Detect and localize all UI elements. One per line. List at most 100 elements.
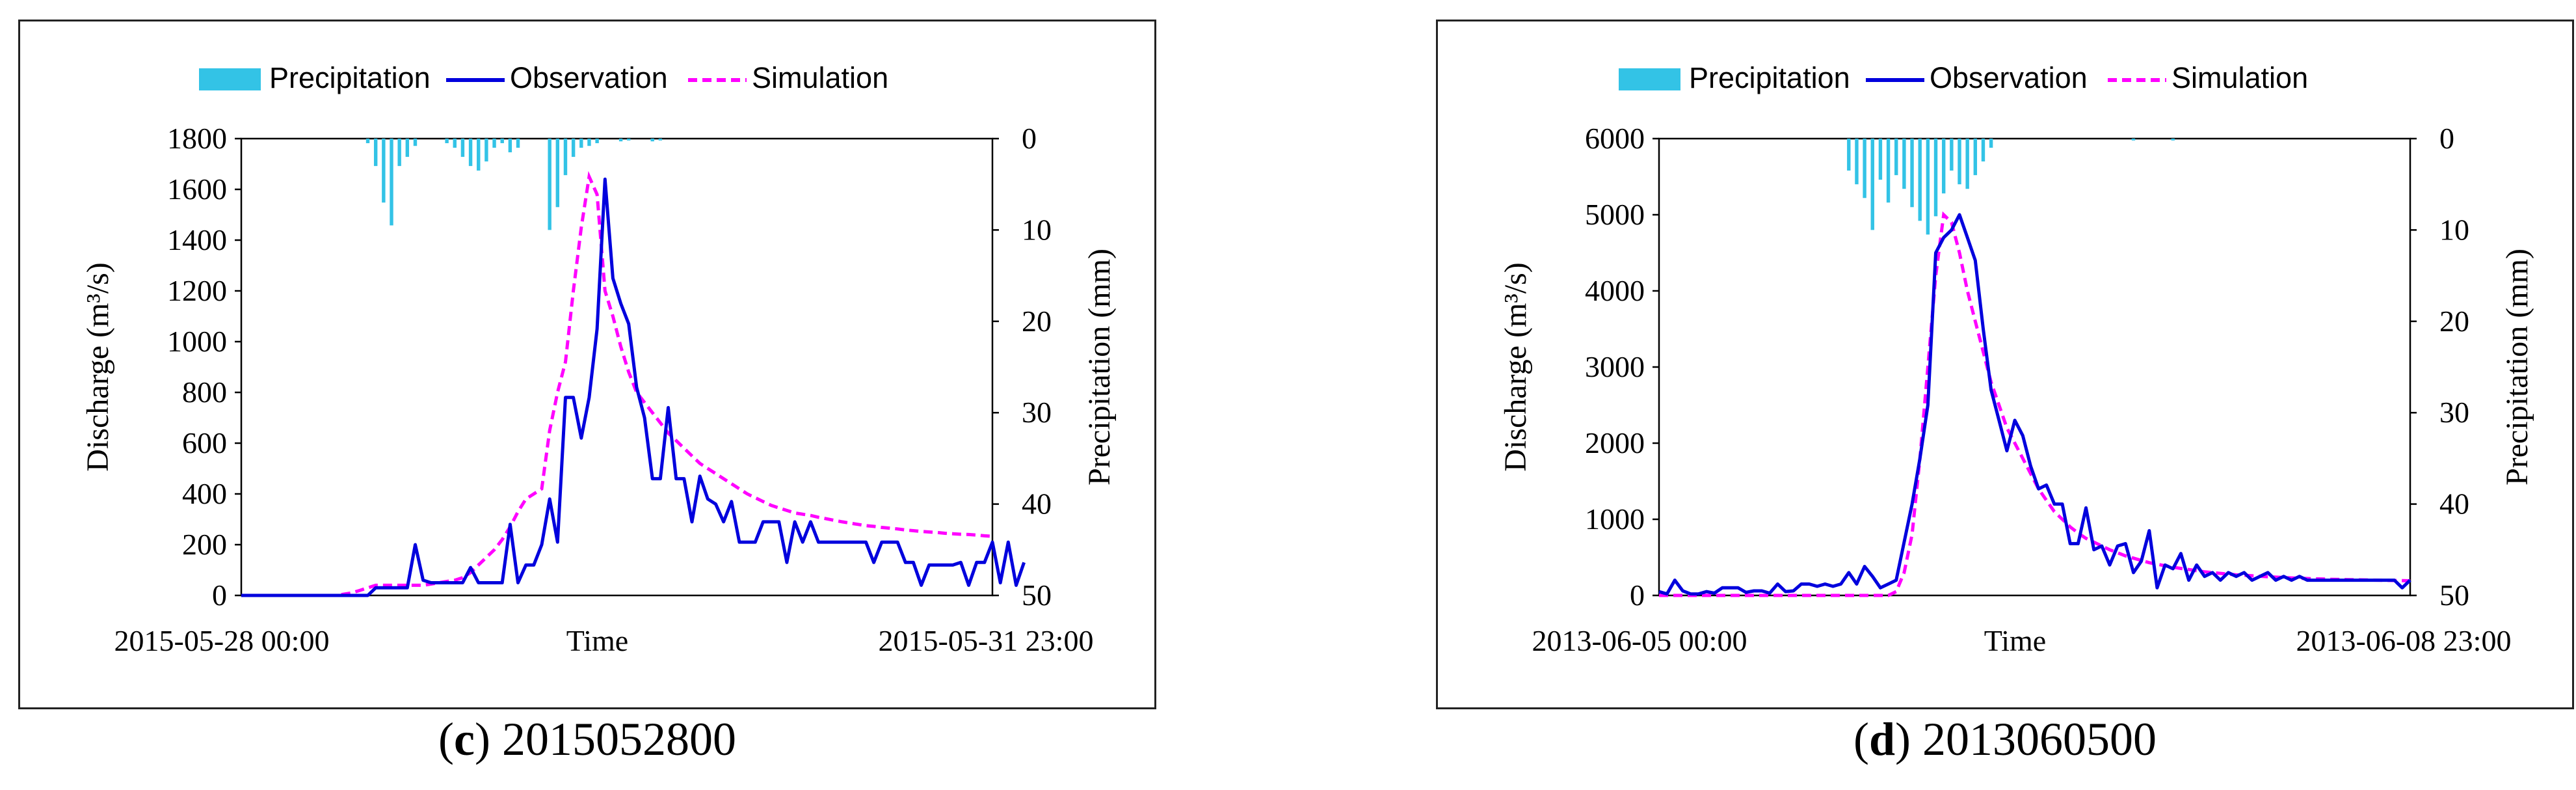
precipitation-bar [1958,139,1961,185]
precipitation-bar [1981,139,1985,162]
observation-line [1658,213,2411,596]
plot-frame [1658,137,2411,597]
precipitation-bar [1933,139,1938,217]
x-start-label: 2013-06-05 00:00 [1532,624,1747,657]
x-end-label: 2013-06-08 23:00 [2296,624,2512,657]
precipitation-bar [1870,139,1874,230]
precipitation-bar [365,139,370,144]
simulation-line [241,170,993,597]
precipitation-bar [453,139,457,148]
x-start-label: 2015-05-28 00:00 [114,624,330,657]
precipitation-bar [658,139,663,141]
y-right-tick-label: 40 [1022,487,1052,521]
caption-c-letter: c [454,713,475,765]
precipitation-bar [468,139,473,167]
precipitation-bar [1989,139,1993,148]
chart-d-svg: Precipitation Observation Simulation 0 1000 2… [1498,61,2534,657]
precipitation-bar [587,139,591,146]
precipitation-bar [1863,139,1866,198]
caption-d-letter: d [1868,713,1896,765]
precipitation-bar [413,139,418,146]
y-tick-label: 600 [182,426,227,459]
y-tick-label: 6000 [1585,122,1645,155]
y-tick-label: 4000 [1585,274,1645,307]
precipitation-bar [1894,139,1898,176]
legend-simulation-label: Simulation [2171,61,2308,94]
caption-d: (d) 2013060500 [1853,713,2157,765]
x-axis-title: Time [566,624,628,657]
y-right-tick-label: 20 [2439,305,2469,338]
y-right-tick-label: 40 [2439,487,2469,521]
y-right-axis-title: Precipitation (mm) [1082,249,1117,485]
precipitation-bar [563,139,568,176]
y-tick-label: 1000 [167,325,227,358]
precipitation-bar [1918,139,1922,221]
y-tick-label: 5000 [1585,198,1645,231]
y-tick-label: 1800 [167,122,227,155]
precipitation-bar [397,139,401,167]
precipitation-bar [485,139,488,162]
x-end-label: 2015-05-31 23:00 [879,624,1094,657]
precipitation-bar [1965,139,1969,189]
y-tick-label: 1600 [167,172,227,206]
chart-panel-d: Precipitation Observation Simulation 0 1000 2… [1436,20,2574,709]
precipitation-bar [405,139,410,157]
y-tick-label: 200 [182,528,227,561]
precipitation-bar [460,139,465,157]
legend-simulation-label: Simulation [752,61,888,94]
precipitation-bar [1973,139,1978,176]
y-axis-title: Discharge (m³/s) [1498,262,1533,471]
precipitation-bar [1886,139,1891,203]
y-axis-title: Discharge (m³/s) [81,262,115,471]
precipitation-bar [650,139,654,142]
legend-precipitation-label: Precipitation [1689,61,1850,94]
precipitation-bar [516,139,520,148]
y-right-tick-label: 20 [1022,305,1052,338]
y-right-tick-label: 0 [1022,122,1037,155]
y-tick-label: 800 [182,375,227,409]
legend-observation-label: Observation [1930,61,2088,94]
precipitation-bar [618,139,623,142]
y-right-tick-label: 10 [2439,213,2469,246]
precipitation-bar [508,139,512,153]
precipitation-bar [477,139,481,171]
precipitation-bar [373,139,378,167]
precipitation-bar [548,139,551,230]
precipitation-bar [579,139,583,148]
caption-c-text: 2015052800 [501,713,736,765]
legend-precip-swatch [1619,68,1680,90]
caption-d-text: 2013060500 [1922,713,2157,765]
y-right-tick-label: 50 [1022,579,1052,612]
precipitation-bar [1910,139,1914,208]
precipitation-bar [500,139,504,144]
precipitation-bar [1926,139,1930,235]
precipitation-bar [627,139,631,141]
precipitation-bar [571,139,576,157]
y-right-tick-label: 50 [2439,579,2469,612]
precipitation-bar [445,139,449,144]
precipitation-bar [492,139,496,148]
precipitation-bar [1878,139,1883,180]
y-tick-label: 400 [182,477,227,510]
plot-frame [240,137,994,597]
precipitation-bar [382,139,386,203]
y-right-tick-label: 0 [2439,122,2454,155]
chart-c-svg: Precipitation Observation Simulation 0 200 40… [81,61,1117,657]
simulation-line [1659,211,2411,597]
precipitation-bar [390,139,393,226]
legend-observation-label: Observation [510,61,668,94]
y-tick-label: 1200 [167,274,227,307]
x-axis-title: Time [1984,624,2046,657]
precipitation-bar [1847,139,1851,171]
y-tick-label: 0 [1630,579,1645,612]
y-tick-label: 2000 [1585,426,1645,459]
y-tick-label: 3000 [1585,350,1645,383]
precipitation-bar [1941,139,1946,194]
precipitation-bar [1950,139,1954,171]
precipitation-bar [555,139,560,208]
precipitation-bar [2171,139,2175,141]
y-right-axis-title: Precipitation (mm) [2500,249,2534,485]
precipitation-bar [1902,139,1906,189]
caption-c: (c) 2015052800 [438,713,736,765]
legend-precipitation-label: Precipitation [269,61,431,94]
